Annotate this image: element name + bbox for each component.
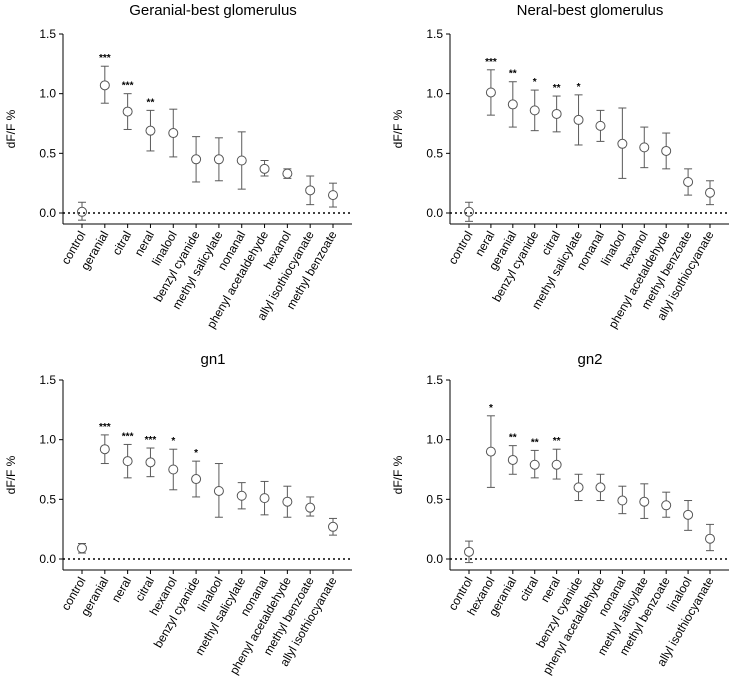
chart-1-data-point (99, 80, 110, 91)
chart-2-data-point (639, 142, 650, 153)
chart-3-data-point (213, 485, 224, 496)
chart-4-title: gn2 (577, 351, 602, 368)
chart-2-data-point (661, 145, 672, 156)
chart-3-y-tick-label: 1.5 (39, 373, 56, 387)
chart-2-data-point (683, 176, 694, 187)
chart-3-data-point (328, 521, 338, 532)
chart-1-data-point (191, 154, 202, 165)
chart-2-data-point (573, 114, 584, 125)
chart-4-data-point (507, 454, 518, 465)
chart-3-y-axis-label: dF/F % (4, 455, 18, 494)
chart-2-data-point (507, 99, 518, 110)
chart-1-data-point (282, 168, 293, 179)
chart-2-y-tick-label: 0.5 (426, 146, 443, 160)
chart-4-category-label: citral (517, 575, 542, 604)
chart-3-data-point (259, 493, 270, 504)
chart-3-significance-label: *** (145, 435, 157, 446)
chart-4-data-point (639, 496, 650, 507)
chart-1-data-point (328, 190, 338, 201)
chart-4-data-point (595, 482, 606, 493)
chart-4-data-point (464, 546, 474, 557)
chart-4-data-point (485, 446, 496, 457)
chart-1-y-tick-label: 1.0 (39, 87, 56, 101)
chart-2-y-axis-label: dF/F % (391, 109, 405, 148)
chart-3-data-point (191, 474, 202, 485)
chart-4-data-point (617, 495, 628, 506)
chart-1-y-axis-label: dF/F % (4, 109, 18, 148)
chart-1-significance-label: ** (147, 97, 155, 108)
chart-3-category-label: neral (109, 575, 134, 605)
chart-1-category-label: citral (109, 229, 134, 258)
chart-2-significance-label: ** (509, 69, 517, 80)
chart-1-significance-label: *** (99, 53, 111, 64)
chart-4-y-axis-label: dF/F % (391, 455, 405, 494)
chart-2-data-point (551, 108, 562, 119)
chart-1-data-point (213, 154, 224, 165)
chart-2-panel: Neral-best glomerulus dF/F % 0.0 0.5 1.0 1.5 c… (391, 2, 729, 331)
chart-3-data-point (168, 464, 179, 475)
chart-4-significance-label: ** (509, 433, 517, 444)
chart-4-y-tick-label: 1.0 (426, 433, 443, 447)
chart-2-data-point (485, 87, 496, 98)
chart-1-y-tick-label: 0.5 (39, 146, 56, 160)
chart-2-category-label: control (445, 229, 475, 267)
chart-1-y-tick-label: 0.0 (39, 206, 56, 220)
chart-1-data-point (259, 163, 270, 174)
chart-3-data-point (145, 457, 156, 468)
chart-4-y-tick-label: 0.0 (426, 552, 443, 566)
chart-2-y-tick-label: 1.0 (426, 87, 443, 101)
chart-2-significance-label: * (533, 77, 537, 88)
chart-4-data-point (661, 500, 672, 511)
chart-4-y-tick-label: 1.5 (426, 373, 443, 387)
chart-1-data-point (77, 206, 87, 217)
chart-2-y-tick-label: 1.5 (426, 27, 443, 41)
chart-4-data-point (551, 459, 562, 470)
chart-2-data-point (705, 187, 715, 198)
chart-3-significance-label: *** (122, 431, 134, 442)
chart-2-y-tick-label: 0.0 (426, 206, 443, 220)
chart-2-significance-label: * (577, 82, 581, 93)
chart-3-data-point (282, 496, 293, 507)
chart-4-data-point (573, 482, 584, 493)
chart-2-data-point (464, 206, 474, 217)
chart-4-significance-label: * (489, 403, 493, 414)
chart-4-y-tick-label: 0.5 (426, 492, 443, 506)
chart-4-data-point (705, 533, 715, 544)
chart-2-data-point (529, 105, 540, 116)
chart-1-data-point (305, 185, 316, 196)
chart-4-data-point (529, 459, 540, 470)
chart-3-data-point (236, 490, 247, 501)
chart-3-data-point (305, 502, 316, 513)
chart-1-significance-label: *** (122, 81, 134, 92)
chart-2-significance-label: ** (553, 83, 561, 94)
chart-3-significance-label: * (194, 448, 198, 459)
chart-4-data-point (683, 509, 694, 520)
chart-3-y-tick-label: 0.0 (39, 552, 56, 566)
chart-4-significance-label: ** (531, 437, 539, 448)
chart-1-data-point (122, 106, 133, 117)
chart-3-y-tick-label: 1.0 (39, 433, 56, 447)
chart-3-data-point (77, 543, 87, 554)
chart-2-significance-label: *** (485, 57, 497, 68)
chart-1-data-point (168, 128, 179, 139)
chart-2-title: Neral-best glomerulus (517, 2, 664, 19)
chart-2-data-point (617, 138, 628, 149)
chart-3-title: gn1 (200, 351, 225, 368)
chart-3-data-point (99, 444, 110, 455)
chart-3-y-tick-label: 0.5 (39, 492, 56, 506)
chart-1-data-point (236, 155, 247, 166)
chart-1-panel: Geranial-best glomerulus dF/F % 0.0 0.5 1.0 1… (4, 2, 352, 331)
chart-1-y-tick-label: 1.5 (39, 27, 56, 41)
chart-2-data-point (595, 120, 606, 131)
chart-3-significance-label: *** (99, 422, 111, 433)
chart-1-title: Geranial-best glomerulus (129, 2, 297, 19)
chart-3-significance-label: * (171, 436, 175, 447)
chart-4-significance-label: ** (553, 436, 561, 447)
chart-1-data-point (145, 125, 156, 136)
chart-3-data-point (122, 456, 133, 467)
